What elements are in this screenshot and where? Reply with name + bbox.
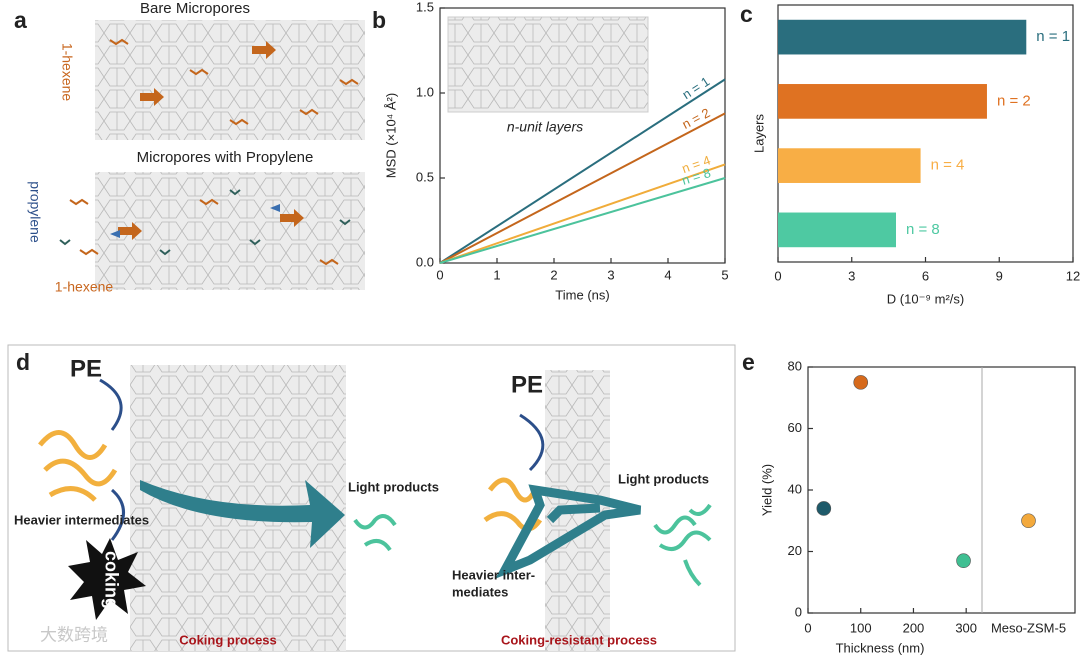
x-tick-label: 0 — [774, 268, 781, 283]
label: coking — [101, 551, 121, 609]
panel-label: d — [16, 349, 30, 375]
series-line — [439, 177, 726, 264]
x-tick-label: 300 — [955, 620, 977, 635]
y-tick-label: 60 — [788, 420, 802, 435]
label: Light products — [348, 479, 439, 494]
x-tick-label: 200 — [903, 620, 925, 635]
inset-image — [447, 16, 649, 113]
bar-label: n = 1 — [1036, 28, 1070, 45]
x-axis-label: Time (ns) — [555, 287, 609, 302]
caption: Coking process — [179, 632, 277, 647]
flow-arrow — [140, 480, 345, 548]
y-tick-label: 40 — [788, 481, 802, 496]
series-line — [439, 112, 726, 264]
bar — [778, 19, 1027, 55]
y-tick-label: 1.5 — [416, 0, 434, 14]
polymer — [483, 477, 543, 532]
label: mediates — [452, 584, 508, 599]
label: Heavier intermediates — [14, 512, 149, 527]
x-axis-label: Thickness (nm) — [836, 640, 925, 655]
y-tick-label: 0 — [795, 604, 802, 619]
x-tick-label: 6 — [922, 268, 929, 283]
watermark: 大数跨境 — [40, 625, 108, 644]
panel-label: c — [740, 1, 753, 27]
arrow — [110, 488, 125, 541]
point — [853, 375, 869, 390]
molecules — [59, 189, 351, 256]
axes-frame — [807, 366, 1076, 614]
arrows — [110, 204, 280, 238]
x-tick-label: 9 — [996, 268, 1003, 283]
products — [653, 503, 712, 587]
micropore-lattice — [95, 20, 365, 140]
coke-star — [68, 538, 146, 620]
x-tick-label: 2 — [550, 267, 557, 282]
panel-label: b — [372, 7, 386, 33]
point — [816, 501, 832, 516]
x-category-label: Meso-ZSM-5 — [991, 620, 1066, 635]
y-tick-label: 1.0 — [416, 84, 434, 99]
label: PE — [511, 371, 543, 398]
panel-frame — [7, 344, 736, 652]
bar-label: n = 4 — [931, 157, 965, 174]
bar — [778, 212, 896, 248]
inset-label: n-unit layers — [507, 119, 583, 135]
x-axis-label: D (10⁻⁹ m²/s) — [887, 291, 964, 306]
bar — [778, 148, 921, 183]
arrows — [118, 41, 304, 240]
polymer — [38, 430, 118, 502]
label: PE — [70, 355, 102, 382]
products — [353, 514, 397, 552]
label: Light products — [618, 471, 709, 486]
x-tick-label: 0 — [804, 620, 811, 635]
x-tick-label: 3 — [607, 267, 614, 282]
bar-label: n = 2 — [997, 92, 1031, 109]
arrow — [519, 413, 545, 472]
label: Heavier inter- — [452, 567, 535, 582]
axes-frame — [439, 7, 726, 264]
y-tick-label: 80 — [788, 358, 802, 373]
x-tick-label: 3 — [848, 268, 855, 283]
title: Micropores with Propylene — [137, 149, 314, 166]
y-axis-label: Yield (%) — [759, 464, 774, 516]
flow-arrow — [495, 484, 642, 579]
title: Bare Micropores — [140, 0, 250, 17]
x-tick-label: 0 — [436, 267, 443, 282]
molecule-label: 1-hexene — [55, 279, 114, 295]
bar-label: n = 8 — [906, 221, 940, 238]
x-tick-label: 100 — [850, 620, 872, 635]
panel-d: PE Heavier intermediates coking Light pr… — [7, 344, 736, 652]
panel-a: Bare Micropores Micropores with Propylen… — [27, 0, 365, 295]
series-line — [439, 78, 726, 264]
molecules — [69, 38, 359, 266]
y-axis-label: Layers — [751, 113, 766, 153]
y-tick-label: 0.0 — [416, 254, 434, 269]
series-line — [439, 163, 726, 264]
molecule-label: propylene — [27, 181, 43, 243]
point — [1021, 513, 1036, 529]
arrow — [99, 378, 123, 431]
y-tick-label: 20 — [788, 543, 802, 558]
x-tick-label: 5 — [721, 267, 728, 282]
x-tick-label: 4 — [664, 267, 671, 282]
bar — [778, 84, 987, 119]
x-tick-label: 12 — [1066, 268, 1080, 283]
caption: Coking-resistant process — [501, 632, 657, 647]
molecule-label: 1-hexene — [59, 43, 75, 102]
y-tick-label: 0.5 — [416, 169, 434, 184]
x-tick-label: 1 — [493, 267, 500, 282]
y-axis-label: MSD (×10⁴ Å²) — [383, 93, 398, 178]
panel-label: a — [14, 7, 27, 33]
point — [956, 553, 971, 569]
panel-label: e — [742, 349, 755, 375]
